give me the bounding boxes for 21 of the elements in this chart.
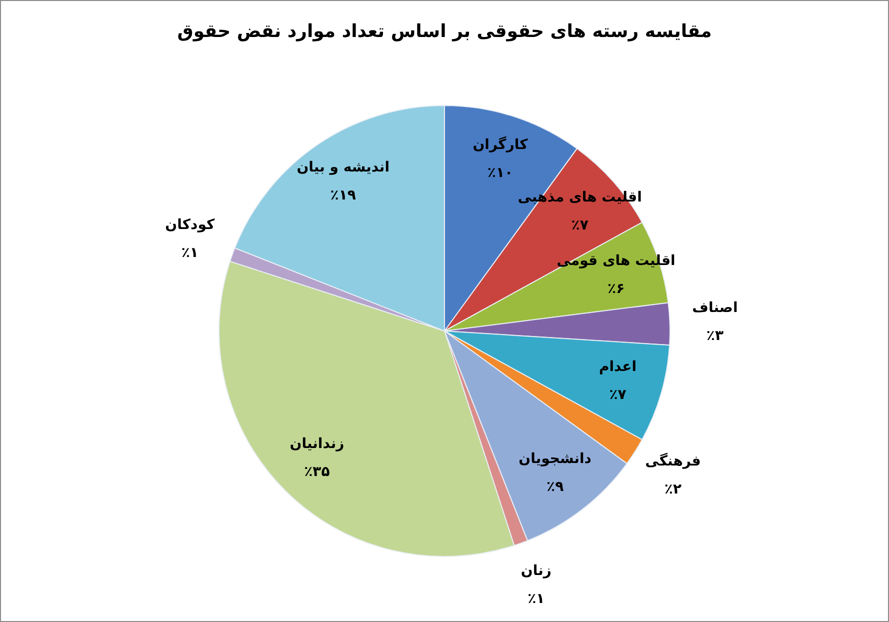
- slice-label: زنان: [520, 563, 552, 580]
- data-label: ٪۳۵: [304, 464, 330, 480]
- data-label: ٪۳: [706, 328, 724, 344]
- data-label: ٪۱: [181, 244, 198, 261]
- data-label: ٪۲: [664, 482, 682, 498]
- slice-label: کارگران: [472, 136, 529, 154]
- slice-label: اندیشه و بیان: [296, 159, 390, 176]
- slice-label: اعدام: [598, 358, 636, 375]
- data-label: ٪۶: [608, 280, 625, 297]
- slice-label: کودکان: [165, 216, 216, 233]
- data-label: ٪۹: [546, 479, 564, 496]
- slice-label: اصناف: [692, 300, 738, 316]
- data-label: ٪۷: [609, 386, 627, 403]
- slice-label: زندانیان: [290, 436, 344, 452]
- data-label: ٪۱: [528, 591, 545, 608]
- data-label: ٪۷: [571, 217, 589, 234]
- data-label: ٪۱۹: [330, 187, 356, 204]
- chart-title: مقایسه رسته های حقوقی بر اساس تعداد موارد نقض حقوق: [176, 21, 713, 42]
- slice-label: دانشجویان: [518, 451, 592, 468]
- slice-label: فرهنگی: [645, 452, 701, 470]
- data-label: ٪۱۰: [487, 165, 514, 182]
